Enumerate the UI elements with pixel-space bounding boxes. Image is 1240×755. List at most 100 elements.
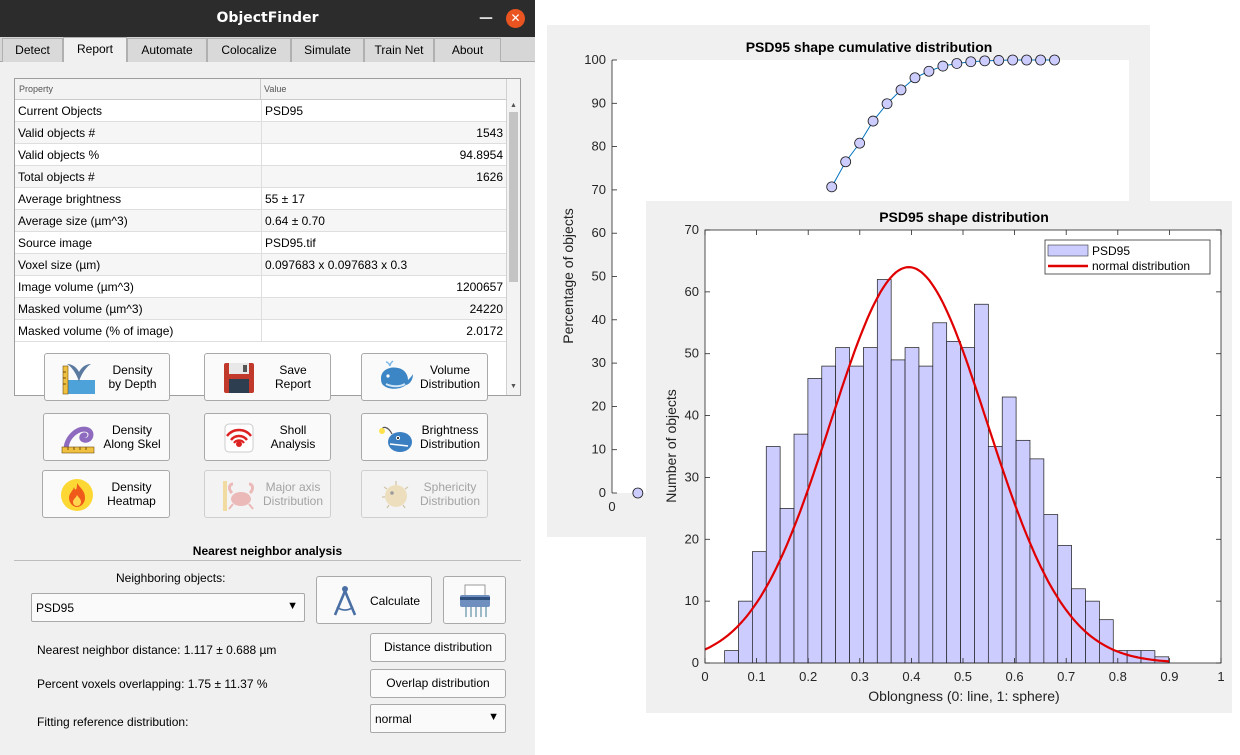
table-row[interactable]: Masked volume (µm^3) 24220 [15,298,507,320]
histogram-bar [1140,650,1156,664]
tab-colocalize[interactable]: Colocalize [207,38,291,62]
value-cell: 94.8954 [261,144,507,166]
property-cell: Current Objects [18,104,103,118]
scroll-up-icon[interactable]: ▲ [510,102,517,109]
legend-entry-psd95: PSD95 [1092,244,1130,258]
volume-distribution-line1: Volume [429,363,471,377]
tab-about[interactable]: About [434,38,501,62]
tab-train-net[interactable]: Train Net [364,38,434,62]
distance-distribution-button[interactable]: Distance distribution [370,633,506,662]
tab-report[interactable]: Report [63,37,127,63]
y-tick-label: 10 [592,442,606,457]
data-point [1049,54,1060,66]
table-row[interactable]: Masked volume (% of image) 2.0172 [15,320,507,342]
x-tick-label: 0.9 [1160,669,1178,684]
histogram-bar [849,365,864,664]
data-point [951,58,963,69]
header-value: Value [264,84,287,94]
histogram-bar [1043,514,1059,664]
table-row[interactable]: Image volume (µm^3) 1200657 [15,276,507,298]
tab-bar: Detect Report Automate Colocalize Simula… [0,37,535,63]
neighboring-objects-label: Neighboring objects: [116,571,226,585]
property-cell: Voxel size (µm) [18,258,101,272]
sphericity-distribution-button[interactable]: Sphericity Distribution [361,470,488,518]
tentacle-ruler-icon [61,426,95,454]
data-point [854,137,866,149]
value-cell: 0.097683 x 0.097683 x 0.3 [261,254,507,276]
y-tick-label: 0 [692,655,699,670]
table-row[interactable]: Source image PSD95.tif [15,232,507,254]
histogram-bar [765,446,781,664]
calculate-button[interactable]: Calculate [316,576,432,624]
property-table[interactable]: Property Value Current Objects PSD95 Valid… [14,78,521,396]
table-row[interactable]: Average brightness 55 ± 17 [15,188,507,210]
scroll-down-icon[interactable]: ▼ [510,383,517,390]
x-tick-label: 0.6 [1006,669,1024,684]
table-row[interactable]: Valid objects % 94.8954 [15,144,507,166]
tab-simulate[interactable]: Simulate [291,38,364,62]
histogram-bar [918,365,934,664]
table-row[interactable]: Average size (µm^3) 0.64 ± 0.70 [15,210,507,232]
property-cell: Average brightness [18,192,122,206]
histogram-chart: PSD95 shape distribution Number of objec… [663,209,1225,704]
data-point [909,72,921,84]
value-cell: 0.64 ± 0.70 [261,210,507,232]
value-cell: 24220 [261,298,507,320]
neighboring-objects-select[interactable]: PSD95 ▼ [31,593,305,622]
save-report-line2: Report [274,377,312,391]
density-by-depth-button[interactable]: Density by Depth [44,353,170,401]
objectfinder-window: ObjectFinder — ✕ Detect Report Automate … [0,0,535,755]
fitting-reference-select[interactable]: normal ▼ [370,704,506,733]
volume-distribution-button[interactable]: Volume Distribution [361,353,488,401]
density-heatmap-button[interactable]: Density Heatmap [42,470,170,518]
fitting-reference-value: normal [375,712,412,726]
y-tick-label: 30 [685,469,699,484]
overlap-distribution-button[interactable]: Overlap distribution [370,669,506,698]
table-row[interactable]: Current Objects PSD95 [15,100,507,122]
density-along-skel-button[interactable]: Density Along Skel [43,413,170,461]
histogram-bar [987,446,1003,664]
sphericity-line1: Sphericity [423,480,477,494]
close-icon[interactable]: ✕ [506,9,525,28]
x-tick-label: 0.7 [1057,669,1075,684]
minimize-icon[interactable]: — [479,10,493,26]
pufferfish-icon [382,481,409,509]
data-point [993,55,1005,66]
scrollbar-thumb[interactable] [509,112,518,282]
y-tick-label: 60 [685,284,699,299]
brightness-distribution-line1: Brightness [421,423,479,437]
crab-icon [223,481,254,511]
tab-detect[interactable]: Detect [2,38,63,62]
sholl-analysis-button[interactable]: Sholl Analysis [204,413,331,461]
value-cell: 55 ± 17 [261,188,507,210]
x-axis-label: Oblongness (0: line, 1: sphere) [868,688,1059,704]
x-tick-label: 0.2 [799,669,817,684]
brightness-distribution-button[interactable]: Brightness Distribution [361,413,488,461]
save-report-button[interactable]: Save Report [204,353,331,401]
save-report-line1: Save [279,363,307,377]
value-cell: PSD95 [261,100,507,122]
data-point [937,60,949,72]
legend-entry-normal: normal distribution [1092,259,1190,273]
table-row[interactable]: Valid objects # 1543 [15,122,507,144]
shredder-button[interactable] [443,576,506,624]
y-axis-label: Number of objects [663,389,679,503]
table-scrollbar[interactable]: ▲ ▼ [506,79,520,395]
tab-automate[interactable]: Automate [127,38,207,62]
x-tick-label: 0.4 [902,669,920,684]
y-tick-label: 80 [592,139,606,154]
density-heatmap-line1: Density [111,480,152,494]
x-tick-label: 0.8 [1109,669,1127,684]
major-axis-distribution-button[interactable]: Major axis Distribution [204,470,331,518]
data-point [979,55,991,67]
y-tick-label: 60 [592,225,606,240]
y-tick-label: 40 [685,408,699,423]
header-property: Property [19,84,54,94]
table-row[interactable]: Voxel size (µm) 0.097683 x 0.097683 x 0.3 [15,254,507,276]
table-row[interactable]: Total objects # 1626 [15,166,507,188]
sphericity-line2: Distribution [419,494,481,508]
flame-icon [61,479,93,511]
window-titlebar: ObjectFinder — ✕ [0,0,535,37]
y-tick-label: 30 [592,355,606,370]
chevron-down-icon: ▼ [488,711,499,723]
